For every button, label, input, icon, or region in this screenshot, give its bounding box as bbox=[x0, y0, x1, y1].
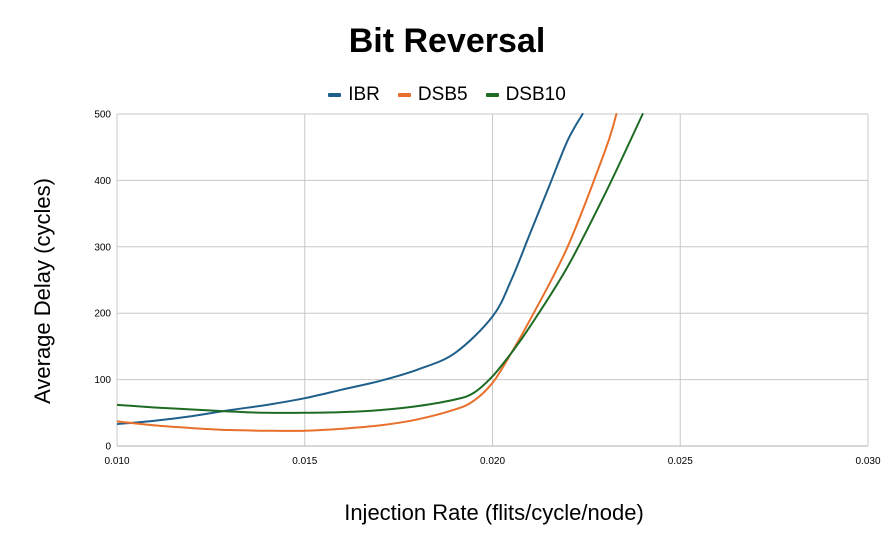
x-tick-label: 0.030 bbox=[855, 456, 880, 467]
chart-title: Bit Reversal bbox=[348, 22, 546, 60]
y-axis-title: Average Delay (cycles) bbox=[30, 178, 55, 404]
x-tick-label: 0.015 bbox=[292, 456, 317, 467]
series-line-ibr bbox=[117, 113, 584, 426]
x-tick-label: 0.025 bbox=[668, 456, 693, 467]
y-tick-label: 0 bbox=[105, 442, 111, 453]
legend-swatch bbox=[397, 93, 411, 97]
y-tick-label: 100 bbox=[94, 375, 111, 386]
legend-item: DSB5 bbox=[397, 84, 468, 106]
y-tick-label: 400 bbox=[94, 176, 111, 187]
legend-swatch bbox=[485, 93, 499, 97]
x-tick-label: 0.020 bbox=[480, 456, 505, 467]
y-tick-label: 300 bbox=[94, 242, 111, 253]
series-line-dsb5 bbox=[117, 113, 618, 432]
x-tick-label: 0.010 bbox=[104, 456, 129, 467]
legend-label: IBR bbox=[348, 84, 380, 105]
series-line-dsb10 bbox=[117, 113, 644, 414]
legend-label: DSB10 bbox=[505, 84, 566, 105]
y-tick-label: 500 bbox=[94, 110, 111, 121]
legend-label: DSB5 bbox=[417, 84, 468, 105]
x-axis-title: Injection Rate (flits/cycle/node) bbox=[344, 500, 644, 525]
legend-item: IBR bbox=[328, 84, 380, 106]
legend: IBR DSB5 DSB10 bbox=[0, 84, 894, 106]
y-tick-label: 200 bbox=[94, 309, 111, 320]
legend-swatch bbox=[328, 93, 342, 97]
legend-item: DSB10 bbox=[485, 84, 566, 106]
